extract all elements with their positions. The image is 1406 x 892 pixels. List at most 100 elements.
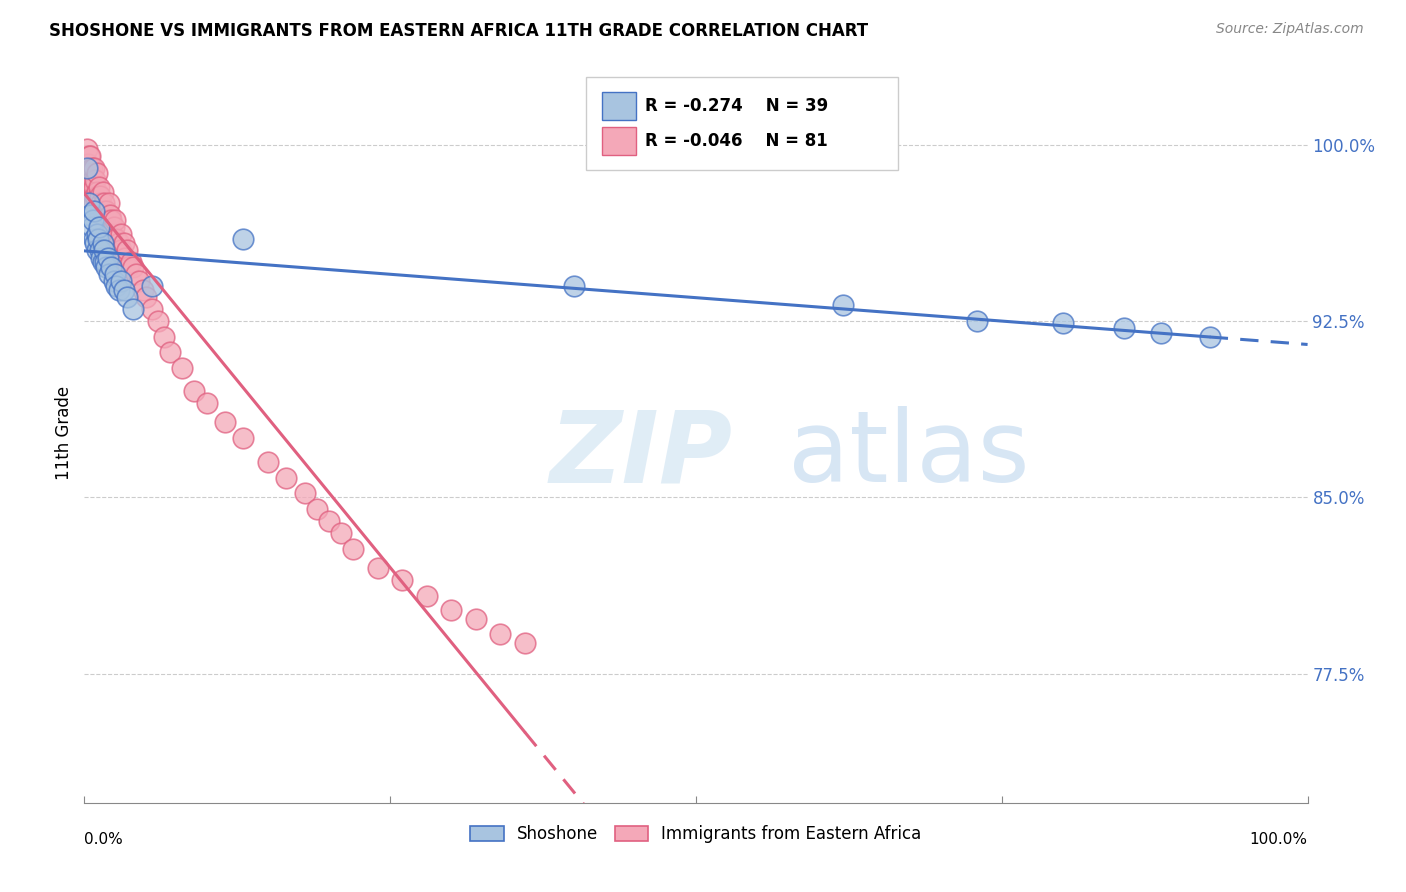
- Point: [562, 278, 585, 293]
- Point: [90, 251, 112, 265]
- Point: [115, 290, 138, 304]
- Point: [87, 189, 110, 203]
- Point: [84, 173, 107, 187]
- Point: [112, 236, 135, 251]
- Point: [100, 213, 122, 227]
- Point: [103, 274, 125, 288]
- Point: [112, 284, 135, 298]
- Point: [86, 166, 108, 180]
- Point: [82, 173, 104, 187]
- Point: [122, 302, 145, 317]
- Point: [105, 244, 128, 258]
- Point: [114, 251, 136, 265]
- Point: [91, 255, 114, 269]
- Point: [276, 471, 298, 485]
- Point: [89, 189, 111, 203]
- Point: [87, 196, 110, 211]
- Point: [257, 455, 280, 469]
- Point: [77, 149, 100, 163]
- Point: [79, 149, 101, 163]
- Point: [77, 196, 100, 211]
- Point: [141, 278, 163, 293]
- Point: [342, 541, 364, 556]
- Point: [97, 213, 120, 227]
- Point: [128, 274, 150, 288]
- Point: [83, 203, 105, 218]
- Y-axis label: 11th Grade: 11th Grade: [55, 385, 73, 480]
- Point: [91, 236, 114, 251]
- Point: [104, 213, 127, 227]
- Point: [101, 227, 124, 241]
- Point: [440, 603, 463, 617]
- Point: [79, 166, 101, 180]
- Point: [89, 244, 111, 258]
- Point: [86, 185, 108, 199]
- Point: [103, 219, 125, 234]
- Point: [159, 344, 181, 359]
- Point: [318, 514, 340, 528]
- Point: [464, 612, 486, 626]
- Point: [110, 244, 132, 258]
- Point: [195, 396, 218, 410]
- Point: [96, 260, 118, 274]
- Point: [87, 232, 110, 246]
- Point: [83, 196, 105, 211]
- Point: [1114, 321, 1136, 335]
- Point: [97, 196, 120, 211]
- Point: [76, 142, 98, 156]
- Point: [117, 260, 139, 274]
- Point: [89, 208, 111, 222]
- Point: [83, 180, 105, 194]
- Point: [97, 251, 120, 265]
- Text: 0.0%: 0.0%: [84, 832, 124, 847]
- Point: [79, 185, 101, 199]
- Point: [76, 161, 98, 176]
- Point: [82, 213, 104, 227]
- Point: [115, 244, 138, 258]
- Point: [172, 361, 194, 376]
- Point: [83, 232, 105, 246]
- Point: [416, 589, 439, 603]
- Point: [120, 255, 142, 269]
- Point: [94, 208, 117, 222]
- Point: [1198, 330, 1220, 344]
- FancyBboxPatch shape: [602, 92, 636, 120]
- Point: [80, 219, 103, 234]
- Point: [305, 502, 328, 516]
- Point: [105, 232, 128, 246]
- Point: [132, 284, 155, 298]
- Point: [513, 636, 536, 650]
- Point: [831, 297, 853, 311]
- Point: [1052, 316, 1074, 330]
- Point: [87, 208, 110, 222]
- Point: [214, 415, 236, 429]
- Point: [294, 485, 316, 500]
- Point: [80, 180, 103, 194]
- Point: [110, 274, 132, 288]
- Point: [82, 189, 104, 203]
- Point: [87, 219, 110, 234]
- Point: [98, 208, 121, 222]
- Point: [367, 561, 389, 575]
- Point: [391, 573, 413, 587]
- Text: R = -0.274    N = 39: R = -0.274 N = 39: [644, 97, 828, 115]
- Point: [104, 267, 127, 281]
- Point: [110, 227, 132, 241]
- Point: [91, 203, 114, 218]
- Point: [1150, 326, 1173, 340]
- Point: [77, 173, 100, 187]
- FancyBboxPatch shape: [586, 78, 898, 169]
- Point: [77, 156, 100, 170]
- Point: [107, 236, 129, 251]
- Point: [86, 244, 108, 258]
- Point: [100, 260, 122, 274]
- Point: [93, 196, 115, 211]
- Point: [84, 236, 107, 251]
- Point: [96, 203, 118, 218]
- Point: [489, 626, 512, 640]
- Point: [83, 161, 105, 176]
- Point: [93, 244, 115, 258]
- Point: [966, 314, 988, 328]
- Point: [232, 232, 254, 246]
- Text: Source: ZipAtlas.com: Source: ZipAtlas.com: [1216, 22, 1364, 37]
